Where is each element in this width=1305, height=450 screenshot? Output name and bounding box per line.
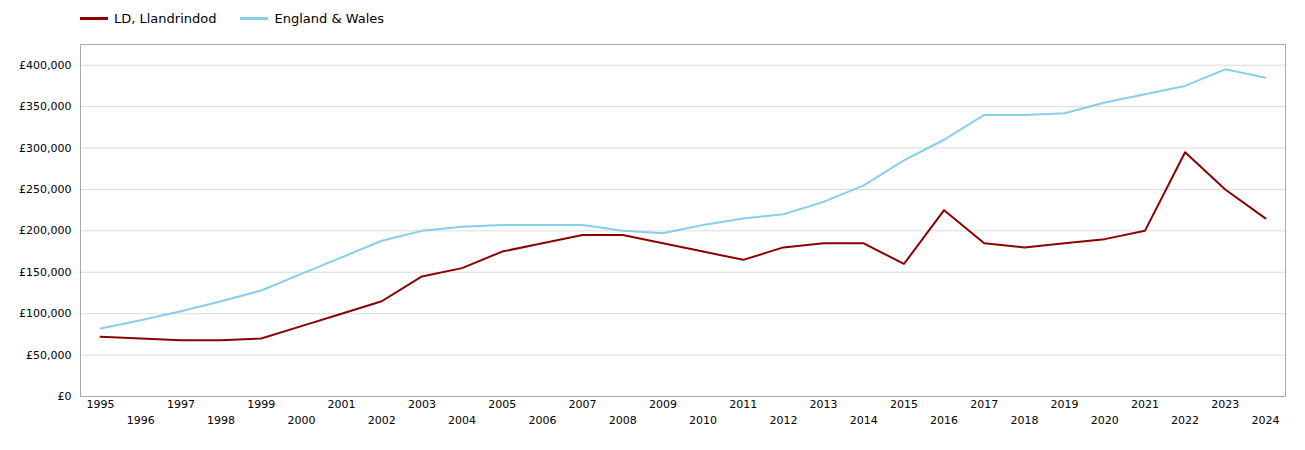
svg-text:£50,000: £50,000 <box>26 349 72 362</box>
svg-text:2005: 2005 <box>488 398 516 411</box>
svg-text:2006: 2006 <box>528 414 556 427</box>
svg-text:2014: 2014 <box>850 414 878 427</box>
svg-text:£0: £0 <box>58 390 72 403</box>
svg-text:1997: 1997 <box>167 398 195 411</box>
html-text:England & Wales: England & Wales <box>274 10 384 26</box>
svg-text:2010: 2010 <box>689 414 717 427</box>
svg-text:£150,000: £150,000 <box>19 266 72 279</box>
svg-text:2023: 2023 <box>1211 398 1239 411</box>
svg-text:1995: 1995 <box>87 398 115 411</box>
svg-text:2004: 2004 <box>448 414 476 427</box>
svg-text:£400,000: £400,000 <box>19 59 72 72</box>
svg-text:1996: 1996 <box>127 414 155 427</box>
svg-text:£250,000: £250,000 <box>19 183 72 196</box>
svg-text:2011: 2011 <box>729 398 757 411</box>
svg-text:£200,000: £200,000 <box>19 224 72 237</box>
svg-text:£350,000: £350,000 <box>19 100 72 113</box>
svg-text:2012: 2012 <box>769 414 797 427</box>
svg-text:2021: 2021 <box>1131 398 1159 411</box>
svg-text:2017: 2017 <box>970 398 998 411</box>
svg-text:£100,000: £100,000 <box>19 307 72 320</box>
svg-text:2022: 2022 <box>1171 414 1199 427</box>
svg-text:2018: 2018 <box>1010 414 1038 427</box>
svg-text:1998: 1998 <box>207 414 235 427</box>
svg-text:2000: 2000 <box>287 414 315 427</box>
svg-text:2013: 2013 <box>810 398 838 411</box>
svg-text:2001: 2001 <box>328 398 356 411</box>
svg-text:£300,000: £300,000 <box>19 142 72 155</box>
svg-text:2015: 2015 <box>890 398 918 411</box>
svg-text:2016: 2016 <box>930 414 958 427</box>
svg-text:2002: 2002 <box>368 414 396 427</box>
svg-text:1999: 1999 <box>247 398 275 411</box>
svg-text:2007: 2007 <box>569 398 597 411</box>
svg-text:2008: 2008 <box>609 414 637 427</box>
svg-text:2019: 2019 <box>1051 398 1079 411</box>
svg-text:2009: 2009 <box>649 398 677 411</box>
svg-text:2024: 2024 <box>1251 414 1279 427</box>
svg-text:2020: 2020 <box>1091 414 1119 427</box>
html-text:LD, Llandrindod: LD, Llandrindod <box>114 10 217 26</box>
svg-text:2003: 2003 <box>408 398 436 411</box>
